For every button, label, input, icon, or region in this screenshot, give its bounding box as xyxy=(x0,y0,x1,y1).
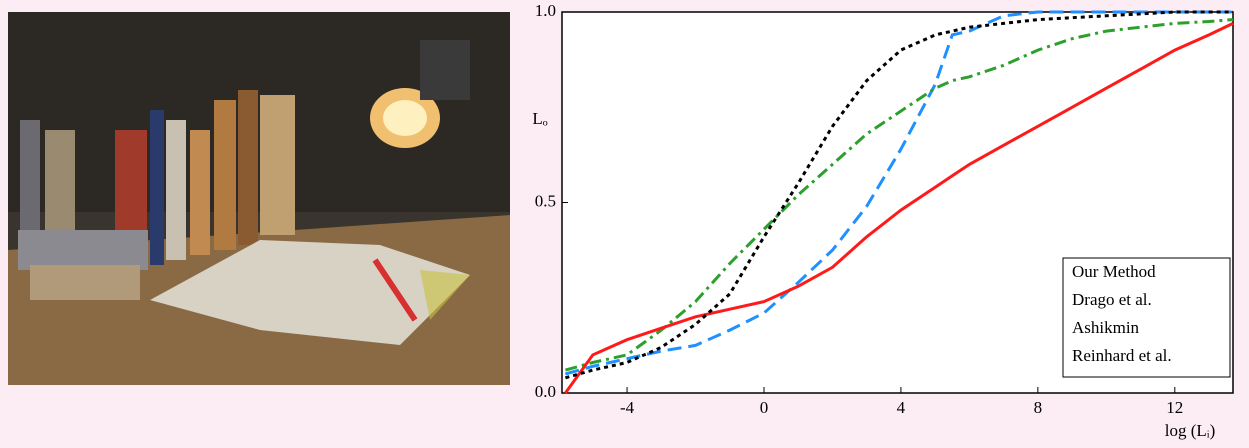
book xyxy=(190,130,210,255)
x-tick-label: 4 xyxy=(897,398,906,417)
book xyxy=(150,110,164,265)
photo xyxy=(8,12,510,385)
book xyxy=(214,100,236,250)
x-tick-label: 0 xyxy=(760,398,769,417)
lamp-bulb xyxy=(383,100,427,136)
legend-entry: Our Method xyxy=(1072,262,1156,281)
x-tick-label: -4 xyxy=(620,398,635,417)
lamp-shade xyxy=(420,40,470,100)
series-line xyxy=(564,10,1233,380)
series-line xyxy=(564,10,1233,376)
legend-entry: Reinhard et al. xyxy=(1072,346,1172,365)
book xyxy=(238,90,258,245)
pencil xyxy=(372,258,418,322)
x-tick-label: 8 xyxy=(1034,398,1043,417)
y-tick-label: 0.5 xyxy=(535,191,556,210)
light-spot xyxy=(420,270,470,320)
book-stack xyxy=(30,265,140,300)
book xyxy=(20,120,40,230)
y-tick-label: 0.0 xyxy=(535,382,556,401)
book-stack xyxy=(18,230,148,270)
legend-entry: Drago et al. xyxy=(1072,290,1152,309)
book xyxy=(45,130,75,240)
series-line xyxy=(564,22,1234,394)
y-axis-label: Lₒ xyxy=(532,109,547,128)
legend-box xyxy=(1062,257,1231,378)
series-line xyxy=(564,18,1234,372)
x-tick-label: 12 xyxy=(1166,398,1183,417)
y-tick-label: 1.0 xyxy=(535,1,556,20)
open-book xyxy=(150,240,470,345)
book xyxy=(260,95,295,235)
book xyxy=(166,120,186,260)
x-axis-label: log (Lᵢ) xyxy=(1165,421,1215,440)
legend-entry: Ashikmin xyxy=(1072,318,1140,337)
